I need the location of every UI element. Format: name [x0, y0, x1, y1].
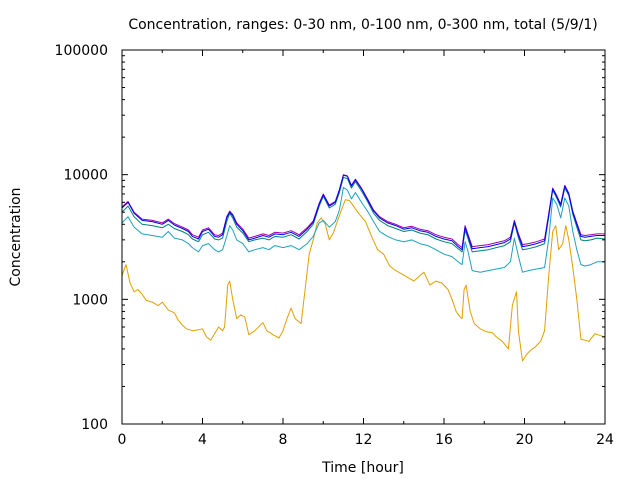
ticks-layer: 0 4 8 12 16 20 24 100 1000 10000 100000	[55, 43, 614, 448]
series-line-4	[121, 174, 605, 249]
series-layer	[121, 174, 606, 362]
x-tick-label: 12	[355, 432, 373, 448]
y-tick-label: 1000	[72, 292, 108, 308]
x-tick-label: 8	[279, 432, 288, 448]
series-line-2	[121, 186, 605, 273]
chart-title: Concentration, ranges: 0-30 nm, 0-100 nm…	[128, 17, 597, 33]
x-tick-label: 16	[435, 432, 453, 448]
x-tick-label: 20	[516, 432, 534, 448]
y-tick-label: 10000	[63, 168, 108, 184]
y-tick-label: 100	[81, 417, 108, 433]
plot-frame	[121, 49, 606, 425]
x-axis-label: Time [hour]	[321, 460, 404, 476]
series-line-5	[121, 174, 605, 251]
x-tick-label: 4	[198, 432, 207, 448]
y-tick-label: 100000	[55, 43, 108, 59]
series-line-3	[121, 176, 606, 253]
x-tick-label: 0	[118, 432, 127, 448]
y-axis-label: Concentration	[8, 187, 24, 286]
series-line-1	[121, 199, 606, 362]
x-tick-label: 24	[596, 432, 614, 448]
